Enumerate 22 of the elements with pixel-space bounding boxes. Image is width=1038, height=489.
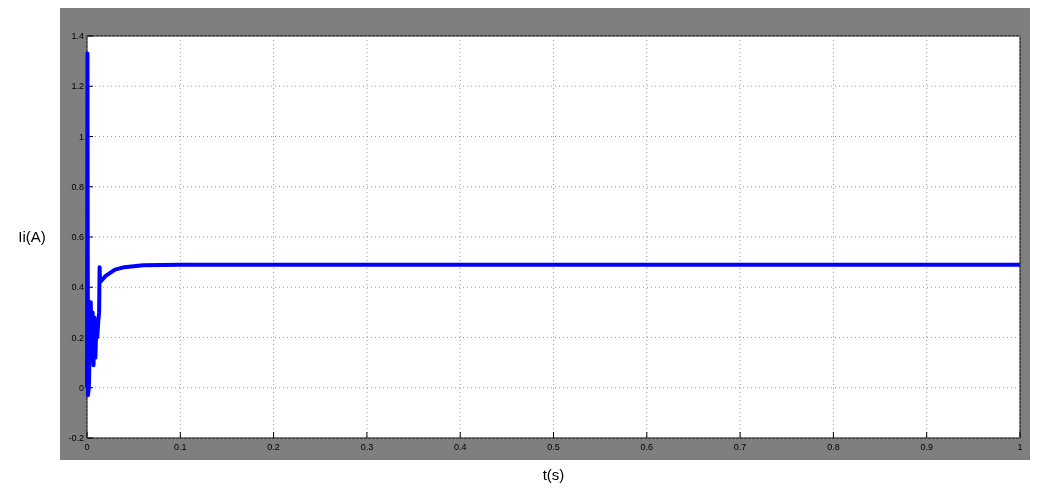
- y-tick-label: 1.2: [71, 81, 84, 92]
- y-axis-title: Ii(A): [18, 228, 46, 245]
- x-tick-label: 1: [1017, 442, 1023, 452]
- x-tick-label: 0.1: [174, 442, 187, 452]
- x-tick-label: 0.2: [267, 442, 280, 452]
- y-tick-label: 0.6: [71, 232, 84, 242]
- y-tick-label: 0: [78, 382, 84, 393]
- y-tick-label: -0.2: [68, 433, 84, 443]
- x-tick-label: 0.8: [827, 442, 840, 452]
- y-tick-label: 0.4: [71, 282, 84, 293]
- x-tick-label: 0.4: [453, 442, 467, 452]
- y-tick-label: 0.8: [71, 181, 84, 192]
- x-axis-title: t(s): [542, 466, 565, 483]
- x-tick-label: 0.9: [920, 442, 933, 452]
- line-series: [85, 51, 1022, 398]
- x-tick-label: 0.5: [547, 442, 560, 452]
- x-tick-label: 0.7: [733, 442, 747, 452]
- y-tick-label: 0.2: [71, 332, 84, 343]
- y-tick-label: 1: [78, 131, 84, 142]
- y-tick-label: 1.4: [71, 31, 84, 41]
- x-tick-label: 0.6: [640, 442, 654, 452]
- x-tick-label: 0.3: [360, 442, 374, 452]
